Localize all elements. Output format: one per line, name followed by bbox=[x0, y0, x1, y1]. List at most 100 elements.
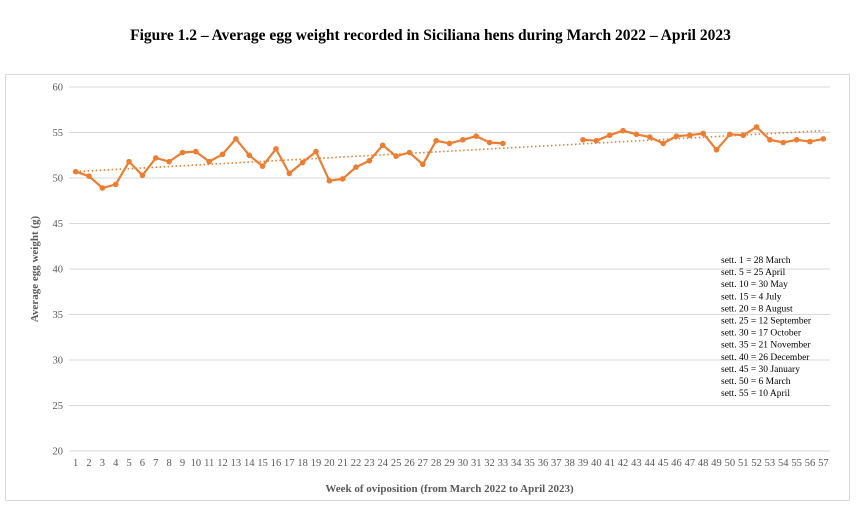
y-tick-label: 25 bbox=[53, 401, 64, 412]
data-point bbox=[673, 133, 680, 139]
x-tick-label: 23 bbox=[364, 458, 375, 469]
x-tick-label: 51 bbox=[738, 458, 749, 469]
x-tick-label: 27 bbox=[418, 458, 429, 469]
data-point bbox=[446, 140, 453, 147]
x-tick-label: 39 bbox=[578, 458, 589, 469]
data-point bbox=[152, 155, 159, 161]
data-point bbox=[500, 140, 506, 147]
x-tick-label: 29 bbox=[444, 458, 455, 469]
data-point bbox=[286, 170, 293, 177]
x-tick-label: 4 bbox=[113, 458, 119, 469]
data-point bbox=[339, 176, 346, 182]
x-tick-label: 25 bbox=[391, 458, 402, 469]
x-tick-label: 56 bbox=[805, 458, 816, 469]
y-tick-label: 45 bbox=[53, 219, 64, 230]
data-point bbox=[233, 136, 239, 142]
week-date-legend: sett. 1 = 28 March sett. 5 = 25 April sett… bbox=[721, 256, 812, 399]
data-point bbox=[660, 140, 666, 147]
legend-entry: sett. 30 = 17 October bbox=[721, 329, 802, 339]
data-point bbox=[366, 157, 373, 164]
data-point bbox=[740, 132, 747, 139]
data-point bbox=[246, 152, 253, 159]
data-point bbox=[72, 168, 79, 175]
data-point bbox=[767, 136, 773, 143]
x-tick-label: 52 bbox=[751, 458, 762, 469]
x-tick-label: 50 bbox=[725, 458, 736, 469]
x-tick-label: 14 bbox=[244, 458, 255, 469]
x-tick-label: 12 bbox=[217, 458, 228, 469]
legend-entry: sett. 20 = 8 August bbox=[721, 304, 793, 314]
gridlines bbox=[69, 86, 830, 452]
x-tick-label: 18 bbox=[297, 458, 308, 469]
data-point bbox=[126, 158, 132, 165]
x-tick-label: 46 bbox=[671, 458, 682, 469]
x-tick-label: 35 bbox=[524, 458, 535, 469]
data-point bbox=[433, 137, 439, 144]
x-tick-label: 33 bbox=[498, 458, 509, 469]
x-tick-label: 40 bbox=[591, 458, 602, 469]
x-tick-label: 20 bbox=[324, 458, 335, 469]
data-point bbox=[419, 161, 426, 168]
data-point bbox=[313, 148, 319, 155]
x-tick-label: 42 bbox=[618, 458, 629, 469]
legend-entry: sett. 45 = 30 January bbox=[721, 365, 800, 375]
x-tick-label: 19 bbox=[311, 458, 322, 469]
data-point bbox=[460, 136, 466, 143]
data-point bbox=[299, 159, 306, 166]
y-tick-label: 60 bbox=[53, 83, 64, 94]
data-point bbox=[139, 172, 146, 179]
data-point bbox=[219, 151, 226, 158]
data-point bbox=[606, 132, 613, 139]
y-tick-label: 40 bbox=[53, 265, 64, 276]
data-point bbox=[112, 181, 119, 188]
figure-title: Figure 1.2 – Average egg weight recorded… bbox=[130, 27, 731, 44]
data-point bbox=[99, 185, 106, 191]
y-tick-labels: 20 25 30 35 40 45 50 55 60 bbox=[53, 83, 64, 458]
data-point bbox=[166, 158, 172, 165]
x-tick-label: 45 bbox=[658, 458, 669, 469]
x-tick-label: 36 bbox=[538, 458, 549, 469]
x-tick-label: 17 bbox=[284, 458, 295, 469]
x-tick-label: 8 bbox=[167, 458, 172, 469]
x-tick-label: 49 bbox=[711, 458, 722, 469]
legend-entry: sett. 1 = 28 March bbox=[721, 256, 791, 266]
x-tick-label: 31 bbox=[471, 458, 482, 469]
x-axis-title: Week of oviposition (from March 2022 to … bbox=[325, 483, 574, 495]
data-point bbox=[780, 139, 787, 146]
data-point bbox=[713, 146, 720, 153]
data-point bbox=[700, 130, 706, 137]
data-point bbox=[820, 136, 827, 142]
x-tick-label: 47 bbox=[685, 458, 696, 469]
data-point bbox=[793, 136, 800, 143]
legend-entry: sett. 40 = 26 December bbox=[721, 353, 810, 363]
legend-entry: sett. 55 = 10 April bbox=[721, 389, 790, 399]
x-tick-label: 2 bbox=[86, 458, 91, 469]
data-point bbox=[687, 132, 693, 139]
y-tick-label: 50 bbox=[53, 174, 64, 185]
x-tick-label: 7 bbox=[153, 458, 158, 469]
data-point bbox=[193, 148, 199, 155]
x-tick-label: 41 bbox=[604, 458, 615, 469]
data-point bbox=[807, 138, 813, 145]
x-tick-label: 3 bbox=[100, 458, 105, 469]
data-point bbox=[753, 124, 760, 130]
y-tick-label: 35 bbox=[53, 310, 64, 321]
x-tick-label: 55 bbox=[791, 458, 802, 469]
data-point bbox=[633, 131, 640, 138]
x-tick-label: 57 bbox=[818, 458, 829, 469]
x-tick-label: 38 bbox=[564, 458, 575, 469]
data-point bbox=[259, 163, 266, 169]
x-tick-labels: 1 2 3 4 5 6 7 8 9 10 11 12 13 14 15 16 17 18 19 20 21 22 23 24 2… bbox=[73, 458, 829, 469]
x-tick-label: 5 bbox=[126, 458, 131, 469]
data-points bbox=[72, 124, 827, 191]
x-tick-label: 48 bbox=[698, 458, 709, 469]
x-tick-label: 16 bbox=[271, 458, 282, 469]
y-axis-title: Average egg weight (g) bbox=[29, 215, 41, 322]
data-point bbox=[620, 127, 626, 134]
x-tick-label: 34 bbox=[511, 458, 522, 469]
x-tick-label: 15 bbox=[257, 458, 268, 469]
data-point bbox=[379, 142, 386, 149]
legend-entry: sett. 25 = 12 September bbox=[721, 317, 812, 327]
x-tick-label: 6 bbox=[140, 458, 145, 469]
